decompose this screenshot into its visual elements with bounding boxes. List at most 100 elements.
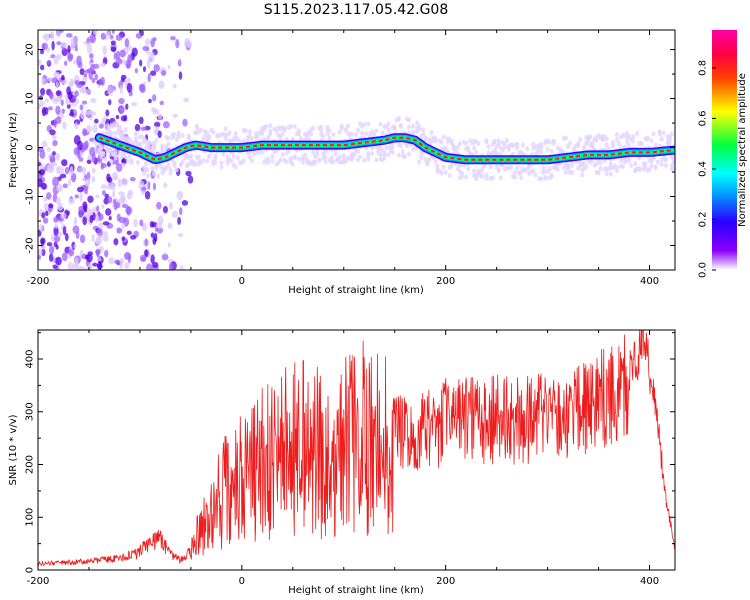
spectral-blobs [38,30,675,270]
spectral-blob [74,122,79,130]
spectral-halo [474,176,479,182]
spectral-halo [133,131,138,137]
spectral-halo [472,145,477,151]
spectral-blob [38,248,43,256]
spectral-blob [41,140,48,148]
spectral-blob [147,181,151,190]
spectral-halo [168,170,173,176]
spectral-halo [166,141,171,147]
spectral-blob [56,41,62,46]
spectral-blob [127,54,133,64]
spectral-blob [69,165,74,176]
spectral-blob [77,140,83,151]
spectral-blob [46,192,52,200]
spectral-blob [86,171,91,181]
spectral-blob [170,36,176,41]
spectral-blob [85,125,93,133]
spectral-blob [90,98,97,104]
spectral-blob [176,190,184,201]
spectral-halo [455,145,460,151]
spectral-halo [205,158,210,164]
spectral-blob [66,210,70,216]
spectral-blob [45,33,50,42]
spectral-halo [515,141,520,147]
spectral-blob [139,59,143,67]
spectral-halo [264,124,269,130]
spectral-halo [351,151,356,157]
spectral-halo [659,136,664,142]
spectral-blob [108,257,115,265]
spectral-blob [89,53,94,59]
spectral-blob [67,262,74,270]
spectral-halo [539,149,544,155]
spectral-blob [177,216,182,225]
spectral-blob [105,31,110,37]
spectral-blob [126,205,131,216]
spectral-blob [87,178,91,186]
spectral-halo [669,131,674,137]
spectral-halo [631,138,636,144]
spectral-halo [608,161,613,167]
spectral-blob [62,183,68,189]
spectral-blob [89,34,96,44]
spectral-blob [61,108,65,114]
spectral-halo [635,130,640,136]
spectral-halo [150,166,155,172]
spectral-blob [89,58,94,64]
spectral-blob [39,150,46,159]
spectral-blob [38,169,46,176]
spectral-blob [61,159,68,167]
spectral-halo [123,154,128,160]
colorbar-ticks: 0.0 0.2 0.4 0.6 0.8 [698,60,716,278]
spectral-halo [502,141,507,147]
spectral-blob [58,231,63,238]
spectral-blob [113,52,117,60]
spectral-blob [80,109,85,120]
spectral-blob [38,162,42,167]
spectral-blob [161,253,169,261]
spectral-halo [99,145,104,151]
spectral-blob [65,33,73,38]
spectral-halo [396,115,401,121]
spectral-blob [55,152,60,161]
spectral-halo [166,162,171,168]
spectral-blob [144,238,148,247]
snr-x-label: Height of straight line (km) [288,585,424,596]
spectral-blob [61,74,65,81]
spectral-blob [175,38,180,49]
spectral-halo [366,121,371,127]
spectral-blob [91,167,96,174]
spectral-blob [46,242,53,247]
spectral-blob [153,121,161,128]
spectral-halo [345,123,350,129]
spectral-halo [590,142,595,148]
spectral-halo [280,131,285,137]
spectral-halo [614,165,619,171]
spectral-blob [53,226,59,237]
spectral-blob [55,90,62,97]
spectral-blob [49,129,56,136]
spectral-halo [596,170,601,176]
spectral-blob [177,233,184,238]
spectral-blob [147,55,155,63]
spectral-halo [168,167,173,173]
spectral-halo [137,143,142,149]
spectral-blob [121,59,127,66]
spectral-blob [126,230,132,235]
spectral-blob [150,254,155,264]
spectral-halo [549,173,554,179]
spectral-halo [296,131,301,137]
spectral-halo [429,130,434,136]
spectral-halo [374,157,379,163]
spectral-halo [192,161,197,167]
spectral-halo [525,146,530,152]
spectral-halo [400,148,405,154]
spectral-blob [115,114,120,120]
spectral-ridge [94,133,675,165]
spectral-blob [54,235,61,243]
spectral-blob [108,99,112,106]
spectral-halo [439,139,444,145]
spectral-blob [55,81,59,88]
spectral-halo [484,138,489,144]
spectral-blob [102,45,107,55]
